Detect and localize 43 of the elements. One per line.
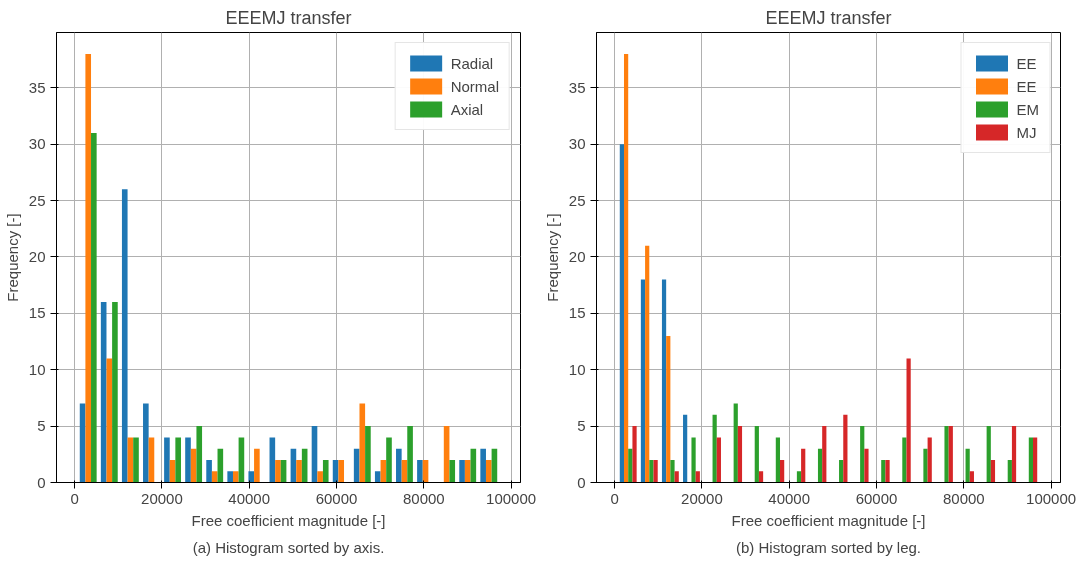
- text: (a) Histogram sorted by axis.: [192, 538, 385, 556]
- x-tick-label: 0: [70, 489, 79, 507]
- y-tick-label: 0: [37, 473, 46, 491]
- y-tick-label: 25: [568, 191, 586, 209]
- y-tick-label: 10: [28, 360, 46, 378]
- legend-label: MJ: [1016, 123, 1037, 141]
- x-tick-label: 40000: [228, 489, 271, 507]
- x-tick-label: 100000: [1026, 489, 1077, 507]
- chart-title: EEEMJ transfer: [225, 7, 352, 28]
- y-tick-label: 0: [577, 473, 586, 491]
- text: (b) Histogram sorted by leg.: [735, 538, 922, 556]
- y-tick-label: 15: [28, 304, 46, 322]
- x-tick-label: 20000: [681, 489, 723, 507]
- y-tick-label: 5: [37, 417, 46, 435]
- y-tick-label: 35: [568, 78, 586, 96]
- y-tick-label: 30: [568, 135, 586, 153]
- legend-label: EE: [1016, 77, 1037, 95]
- legend-label: Axial: [450, 100, 484, 118]
- y-tick-label: 25: [28, 191, 46, 209]
- y-axis-title: Frequency [-]: [543, 213, 561, 302]
- legend-label: EE: [1016, 54, 1037, 72]
- x-tick-label: 60000: [315, 489, 358, 507]
- x-axis-title: Free coefficient magnitude [-]: [731, 511, 926, 529]
- y-tick-label: 20: [568, 247, 586, 265]
- y-tick-label: 20: [28, 247, 46, 265]
- x-tick-label: 40000: [768, 489, 811, 507]
- y-tick-label: 10: [568, 360, 586, 378]
- x-tick-label: 80000: [402, 489, 445, 507]
- x-tick-label: 100000: [486, 489, 537, 507]
- x-axis-title: Free coefficient magnitude [-]: [191, 511, 386, 529]
- legend-label: Normal: [450, 77, 499, 95]
- y-tick-label: 30: [28, 135, 46, 153]
- legend-label: Radial: [450, 54, 494, 72]
- legend-label: EM: [1016, 100, 1039, 118]
- x-tick-label: 80000: [942, 489, 985, 507]
- y-axis-title: Frequency [-]: [3, 213, 21, 302]
- chart-title: EEEMJ transfer: [765, 7, 892, 28]
- y-tick-label: 15: [568, 304, 586, 322]
- x-tick-label: 60000: [855, 489, 898, 507]
- y-tick-label: 35: [28, 78, 46, 96]
- y-tick-label: 5: [577, 417, 586, 435]
- x-tick-label: 20000: [141, 489, 183, 507]
- x-tick-label: 0: [610, 489, 619, 507]
